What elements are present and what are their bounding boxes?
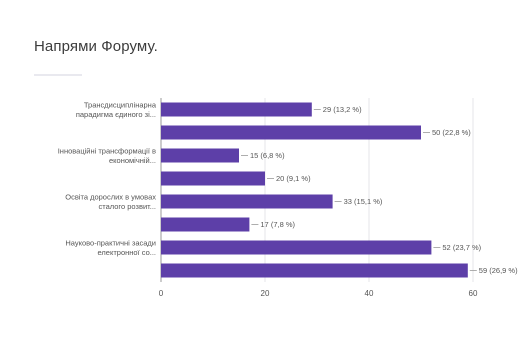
data-label: 15 (6,8 %) [250,151,285,160]
bar [161,171,265,186]
data-label: 17 (7,8 %) [260,220,295,229]
bar [161,194,333,209]
category-label: Освіта дорослих в умовах [65,192,156,201]
x-tick-label: 20 [261,289,270,298]
data-label: 33 (15,1 %) [344,197,383,206]
data-label: 52 (23,7 %) [442,243,481,252]
data-label: 29 (13,2 %) [323,105,362,114]
category-label: Трансдисциплінарна [84,100,157,109]
x-tick-label: 60 [469,289,478,298]
bar [161,125,421,140]
category-label: Науково-практичні засади [65,238,156,247]
bar [161,263,468,278]
bar [161,240,432,255]
category-label: сталого розвит... [99,202,156,211]
x-tick-label: 40 [365,289,374,298]
category-label: економічній... [109,156,156,165]
title-underline [34,74,82,76]
data-label: 59 (26,9 %) [479,266,518,275]
bar [161,217,250,232]
bar [161,148,239,163]
chart-title: Напрями Форуму. [34,38,158,55]
data-label: 20 (9,1 %) [276,174,311,183]
category-label: Інноваційні трансформації в [58,146,156,155]
bar [161,102,312,117]
category-label: парадигма єдиного зі... [76,110,156,119]
x-tick-label: 0 [159,289,164,298]
data-label: 50 (22,8 %) [432,128,471,137]
category-label: електронної со... [98,248,157,257]
